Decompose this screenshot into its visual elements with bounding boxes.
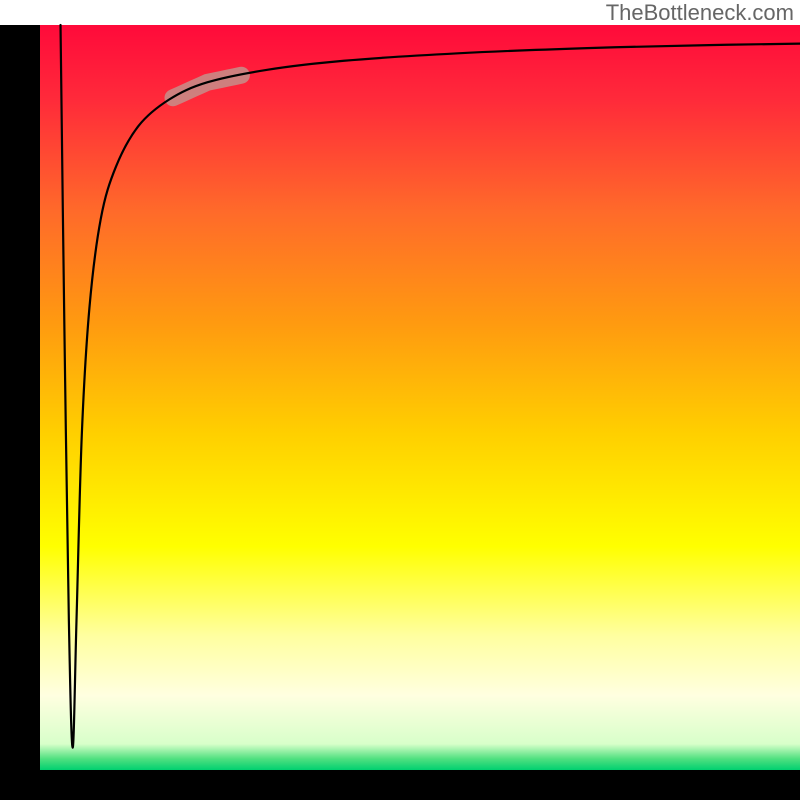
axis-frame-left: [0, 25, 40, 800]
gradient-background: [40, 25, 800, 770]
attribution-text: TheBottleneck.com: [606, 0, 794, 26]
bottleneck-chart: [0, 0, 800, 800]
axis-frame-bottom: [0, 770, 800, 800]
chart-root: TheBottleneck.com: [0, 0, 800, 800]
